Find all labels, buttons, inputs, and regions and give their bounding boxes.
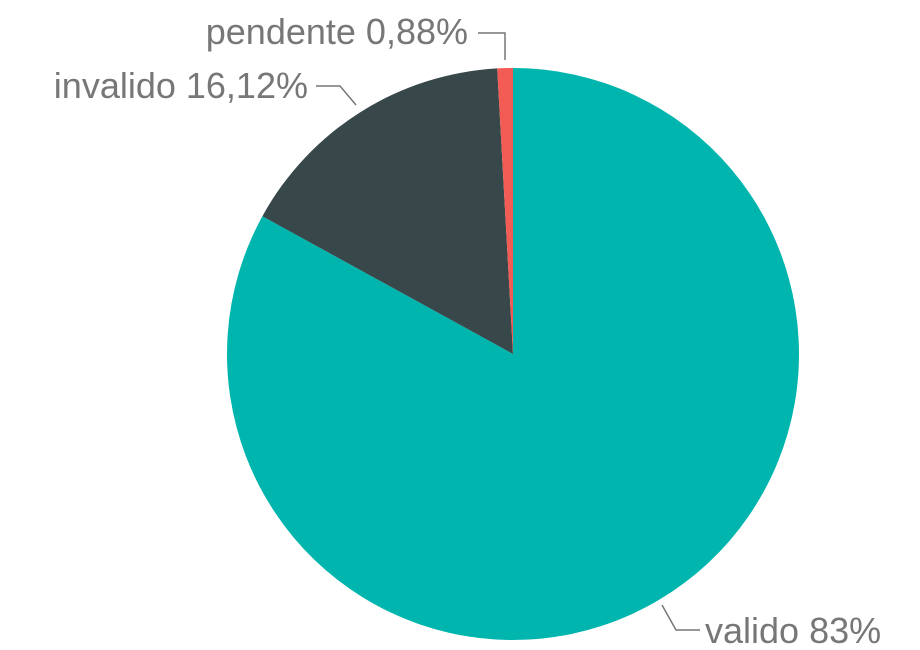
pie-slice [262,68,513,354]
category-label: pendente [206,11,356,52]
value-label: 83% [809,610,881,650]
leader-line [661,604,700,631]
data-label: invalido 16,12% [54,65,308,106]
data-label: valido 83% [705,610,881,650]
leader-line [478,32,506,60]
pie-slice [226,68,799,640]
value-label: 16,12% [186,65,308,106]
category-label: invalido [54,65,176,106]
data-label: pendente 0,88% [206,11,468,52]
category-label: valido [705,610,799,650]
value-label: 0,88% [366,11,468,52]
pie-slice [497,68,513,354]
leader-line [316,85,357,106]
